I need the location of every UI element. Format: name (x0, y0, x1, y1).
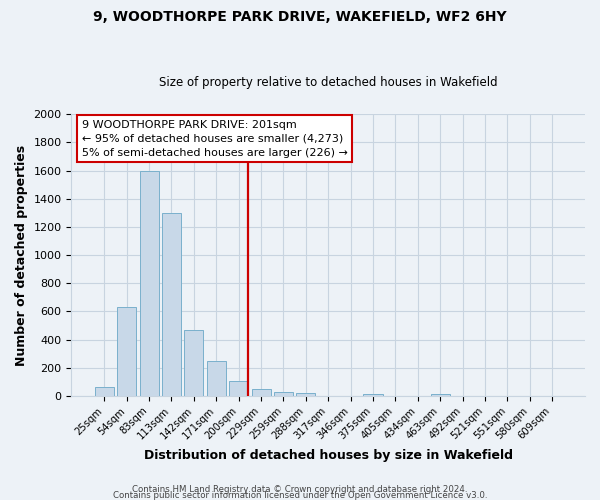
Bar (207, 360, 226, 396)
Bar (364, 394, 383, 396)
X-axis label: Distribution of detached houses by size in Wakefield: Distribution of detached houses by size … (144, 450, 513, 462)
Title: Size of property relative to detached houses in Wakefield: Size of property relative to detached ho… (159, 76, 497, 90)
Text: Contains public sector information licensed under the Open Government Licence v3: Contains public sector information licen… (113, 490, 487, 500)
Bar (117, 307, 136, 396)
Bar (274, 392, 293, 396)
Text: 9 WOODTHORPE PARK DRIVE: 201sqm
← 95% of detached houses are smaller (4,273)
5% : 9 WOODTHORPE PARK DRIVE: 201sqm ← 95% of… (82, 120, 347, 158)
Y-axis label: Number of detached properties: Number of detached properties (15, 144, 28, 366)
Text: 9, WOODTHORPE PARK DRIVE, WAKEFIELD, WF2 6HY: 9, WOODTHORPE PARK DRIVE, WAKEFIELD, WF2… (93, 10, 507, 24)
Text: Contains HM Land Registry data © Crown copyright and database right 2024.: Contains HM Land Registry data © Crown c… (132, 484, 468, 494)
Bar (431, 394, 449, 396)
Bar (251, 389, 271, 396)
Bar (162, 213, 181, 396)
Bar (95, 386, 114, 396)
Bar (229, 381, 248, 396)
Bar (296, 393, 316, 396)
Bar (140, 170, 158, 396)
Bar (184, 330, 203, 396)
